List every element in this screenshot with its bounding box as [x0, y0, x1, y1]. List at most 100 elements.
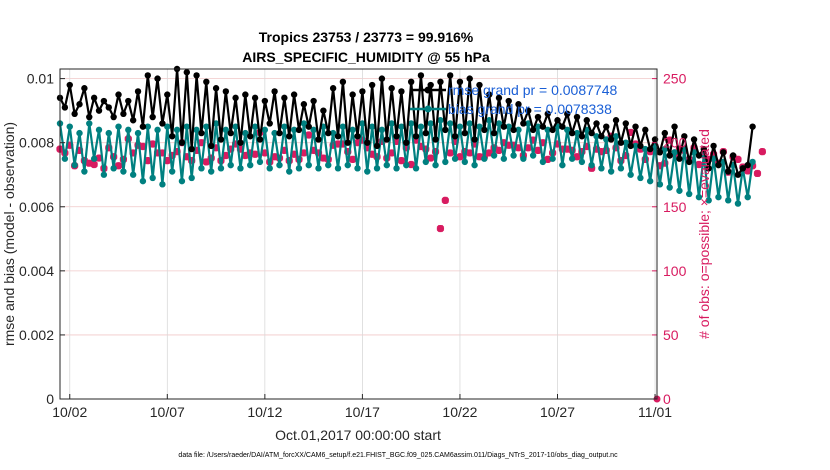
- rmse-point: [646, 145, 654, 153]
- obs-count-marker: [456, 153, 464, 161]
- obs-count-marker: [636, 145, 645, 153]
- rmse-point: [61, 104, 69, 111]
- rmse-point: [271, 88, 278, 95]
- y-left-tick-label: 0.01: [27, 71, 54, 87]
- rmse-point: [681, 133, 688, 140]
- obs-count-marker: [539, 139, 547, 147]
- bias-point: [661, 145, 669, 153]
- bias-point: [676, 187, 683, 194]
- obs-count-marker: [417, 142, 425, 151]
- bias-point: [490, 152, 498, 159]
- rmse-point: [539, 123, 547, 130]
- rmse-point: [578, 133, 586, 140]
- rmse-point: [622, 120, 629, 127]
- obs-count-marker: [319, 154, 328, 162]
- bias-point: [715, 193, 722, 201]
- rmse-point: [159, 120, 166, 127]
- obs-count-marker: [397, 157, 406, 165]
- rmse-point: [120, 110, 127, 118]
- bias-point: [178, 177, 186, 185]
- bias-point: [168, 168, 176, 175]
- obs-count-marker: [734, 155, 742, 163]
- x-tick-label: 10/02: [52, 404, 87, 420]
- bias-point: [120, 168, 127, 175]
- bias-point: [251, 123, 259, 130]
- rmse-point: [403, 139, 410, 146]
- obs-count-marker: [534, 146, 542, 154]
- bias-point: [744, 193, 751, 201]
- obs-count-marker: [95, 154, 103, 162]
- rmse-point: [407, 78, 415, 86]
- rmse-point: [432, 136, 439, 143]
- rmse-point: [607, 136, 615, 143]
- obs-count-marker: [105, 144, 113, 152]
- rmse-point: [676, 155, 683, 162]
- obs-count-marker: [612, 144, 620, 152]
- rmse-point: [534, 113, 542, 121]
- bias-point: [188, 174, 195, 182]
- obs-count-marker: [544, 155, 552, 163]
- bias-point: [388, 120, 395, 127]
- bias-point: [725, 197, 732, 204]
- legend: rmse grand pr = 0.0087748 bias grand pr …: [410, 82, 617, 117]
- bias-point: [139, 177, 147, 185]
- obs-count-marker: [446, 149, 454, 157]
- rmse-point: [105, 104, 112, 111]
- bias-point: [173, 126, 181, 134]
- bias-point: [520, 155, 527, 162]
- obs-count-marker: [373, 153, 381, 161]
- bias-point: [422, 158, 430, 166]
- bias-point: [559, 161, 566, 169]
- bias-point: [476, 123, 483, 130]
- rmse-point: [427, 81, 434, 89]
- bias-point: [315, 165, 322, 172]
- obs-count-marker: [363, 144, 371, 152]
- obs-count-marker: [349, 155, 357, 163]
- rmse-point: [598, 133, 605, 140]
- rmse-point: [320, 107, 327, 114]
- obs-count-marker: [144, 157, 152, 165]
- obs-count-marker: [392, 137, 401, 146]
- rmse-point: [490, 129, 498, 137]
- rmse-point: [739, 165, 747, 172]
- rmse-point: [642, 126, 649, 134]
- rmse-point: [568, 129, 576, 137]
- obs-count-marker: [388, 149, 396, 157]
- rmse-point: [344, 139, 351, 146]
- bias-point: [71, 161, 78, 169]
- obs-count-marker: [358, 136, 367, 144]
- bias-point: [437, 117, 444, 124]
- plot-frame: [59, 68, 658, 400]
- bias-point: [81, 168, 88, 175]
- bias-point: [349, 126, 356, 134]
- rmse-point: [456, 78, 464, 86]
- bias-point: [666, 184, 673, 191]
- bias-point: [544, 126, 551, 134]
- rmse-point: [398, 88, 405, 95]
- y-left-tick-label: 0.008: [19, 135, 54, 151]
- rmse-point: [208, 142, 215, 150]
- bias-point: [212, 120, 220, 127]
- rmse-point: [700, 145, 708, 153]
- rmse-point: [544, 110, 551, 118]
- obs-count-marker: [597, 148, 606, 156]
- obs-count-marker: [339, 140, 347, 148]
- y-right-tick-label: 100: [663, 263, 687, 279]
- rmse-point: [476, 81, 483, 89]
- obs-count-marker: [466, 149, 474, 157]
- bias-point: [261, 126, 269, 134]
- rmse-point: [690, 136, 698, 143]
- bias-point: [256, 158, 264, 166]
- x-tick-label: 10/12: [247, 404, 282, 420]
- rmse-point: [588, 129, 595, 137]
- obs-count-marker: [524, 144, 532, 152]
- rmse-point: [383, 136, 390, 143]
- bias-point: [368, 123, 376, 130]
- rmse-point: [334, 133, 342, 140]
- obs-count-marker: [588, 164, 596, 172]
- obs-count-marker: [622, 151, 630, 160]
- bias-point: [373, 165, 381, 172]
- obs-count-marker: [758, 148, 766, 156]
- obs-count-marker: [509, 141, 518, 149]
- bias-point: [593, 133, 600, 140]
